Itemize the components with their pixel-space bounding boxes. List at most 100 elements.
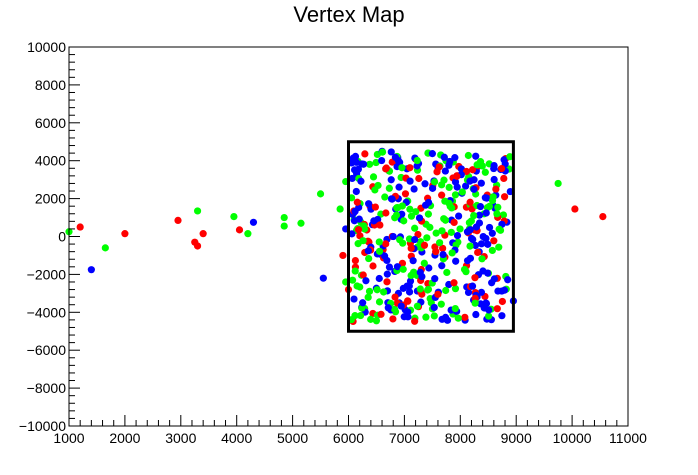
data-point [235,226,244,234]
data-point [450,218,458,227]
data-point [571,205,579,213]
data-point [430,303,438,312]
data-point [439,250,447,259]
data-point [391,293,399,301]
data-point [451,191,460,199]
data-point [360,222,368,230]
data-point [395,183,403,191]
data-point [358,160,366,168]
x-tick-label: 2000 [109,430,140,446]
data-point [365,160,374,168]
data-point [280,213,288,222]
data-point [453,231,462,240]
data-point [381,193,389,201]
data-point [375,238,383,246]
data-point [456,225,464,233]
y-tick-label: 0 [58,229,66,245]
data-point [451,304,459,313]
data-point [452,257,460,265]
data-point [438,191,446,199]
data-point [199,230,207,238]
data-point [364,247,372,255]
y-tick-label: 2000 [35,191,66,207]
data-point [398,164,406,172]
data-point [357,177,365,185]
data-point [499,211,508,219]
data-point [378,148,387,156]
data-point [375,274,383,283]
data-point [464,288,473,297]
y-tick-label: 6000 [35,115,66,131]
data-point [361,150,369,158]
data-point [365,254,373,263]
data-point [353,198,361,206]
data-point [481,168,489,176]
data-point [375,247,384,255]
data-point [348,276,357,284]
data-point [435,163,443,171]
data-point [493,305,501,313]
data-point [362,277,370,285]
data-point [382,240,390,248]
data-point [471,241,480,250]
data-point [436,239,444,247]
data-point [418,272,426,281]
data-point [411,224,419,232]
data-point [438,227,446,235]
data-point [365,287,374,295]
data-point [599,213,607,221]
data-point [432,247,440,256]
data-points [65,147,607,326]
data-point [440,176,448,184]
data-point [407,271,415,280]
data-point [350,295,358,303]
data-point [367,315,375,323]
chart-title: Vertex Map [293,2,404,27]
data-point [384,304,392,312]
data-point [490,237,498,245]
data-point [475,211,484,219]
data-point [466,177,474,185]
data-point [405,288,414,296]
data-point [431,275,439,283]
data-point [401,190,410,198]
data-point [355,215,363,223]
data-point [494,203,502,211]
data-point [455,212,463,220]
data-point [407,212,416,220]
data-point [411,317,419,325]
data-point [466,226,474,234]
data-point [478,162,486,170]
data-point [244,230,252,238]
data-point [410,185,418,193]
data-point [443,268,451,277]
data-point [490,175,498,184]
data-point [463,257,472,265]
data-point [193,207,202,215]
data-point [352,187,360,196]
data-point [474,248,482,257]
y-tick-label: −8000 [27,380,67,396]
data-point [430,312,438,320]
x-tick-label: 10000 [553,430,592,446]
data-point [348,174,356,183]
data-point [454,314,462,322]
data-point [479,267,487,275]
data-point [403,282,411,290]
data-point [466,198,474,206]
data-point [406,205,414,213]
data-point [498,297,506,306]
y-tick-label: −6000 [27,342,67,358]
data-point [495,243,503,251]
data-point [356,311,365,320]
data-point [385,184,393,192]
data-point [478,255,486,263]
data-point [397,302,405,310]
data-point [464,151,472,160]
x-tick-label: 9000 [501,430,532,446]
data-point [406,177,414,185]
data-point [468,166,477,174]
y-tick-label: −2000 [27,266,67,282]
data-point [477,288,486,296]
data-point [453,172,461,180]
